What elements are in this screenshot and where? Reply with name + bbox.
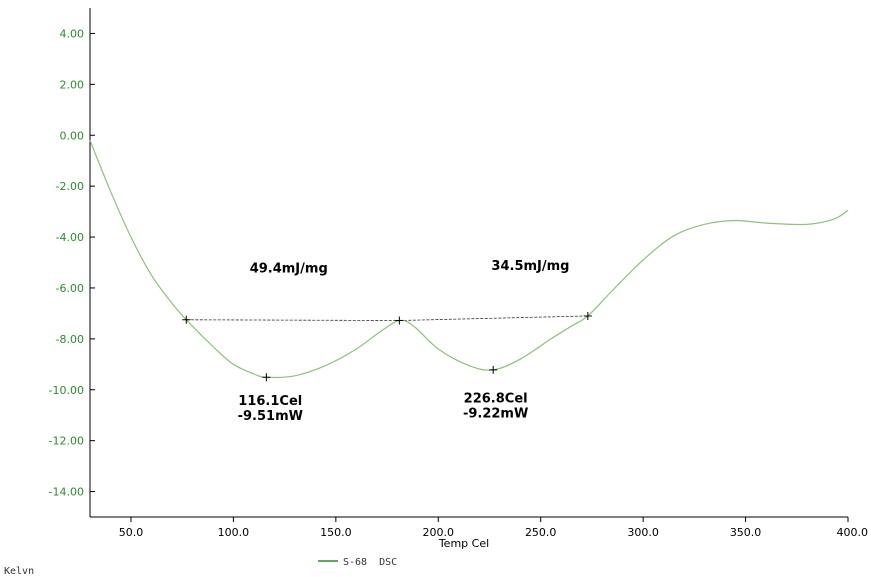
marker-cross [583, 311, 592, 320]
y-tick-label: -4.00 [56, 231, 84, 244]
y-axis-ticks: 4.00 2.00 0.00 -2.00 -4.00 -6.00 -8.00 -10.00 -1… [49, 27, 95, 499]
y-tick-label: 4.00 [60, 27, 85, 40]
marker-cross [182, 315, 191, 324]
x-tick-label: 250.0 [525, 526, 557, 539]
y-tick-label: -6.00 [56, 282, 84, 295]
y-tick-label: -8.00 [56, 333, 84, 346]
peak-markers [182, 311, 592, 382]
x-tick-label: 50.0 [119, 526, 144, 539]
marker-cross [262, 373, 271, 382]
axes [89, 8, 848, 518]
annotation-line: 226.8Cel [464, 391, 528, 406]
dsc-curve [89, 140, 849, 379]
marker-cross [489, 365, 498, 374]
x-tick-label: 100.0 [218, 526, 250, 539]
y-tick-label: 2.00 [60, 78, 85, 91]
annotation-text: 49.4mJ/mg [250, 262, 328, 277]
x-tick-label: 350.0 [730, 526, 762, 539]
annotation-line: 34.5mJ/mg [491, 259, 569, 274]
baselines [186, 315, 588, 321]
dsc-curve-group [89, 140, 849, 379]
annotation-line: -9.51mW [238, 409, 303, 424]
y-tick-label: 0.00 [60, 129, 85, 142]
annotation-text: 226.8Cel -9.22mW [463, 391, 528, 421]
x-tick-label: 300.0 [627, 526, 659, 539]
y-tick-label: -10.00 [49, 384, 84, 397]
y-tick-label: -12.00 [49, 435, 84, 448]
x-tick-label: 400.0 [837, 526, 869, 539]
x-tick-label: 200.0 [423, 526, 455, 539]
x-axis-label: Temp Cel [438, 537, 489, 550]
legend-label: S-68 DSC [343, 557, 397, 568]
x-tick-label: 150.0 [320, 526, 352, 539]
integration-baseline [186, 319, 400, 321]
annotation-line: 49.4mJ/mg [250, 262, 328, 277]
annotation-line: -9.22mW [463, 406, 528, 421]
annotation-line: 116.1Cel [238, 394, 302, 409]
integration-baseline [399, 315, 588, 321]
x-axis-ticks: 50.0 100.0 150.0 200.0 250.0 300.0 350.0 400.0 [119, 517, 868, 539]
annotation-text: 116.1Cel -9.51mW [238, 394, 303, 424]
legend: S-68 DSC [318, 557, 397, 568]
annotations: 49.4mJ/mg 34.5mJ/mg 116.1Cel -9.51mW 226.8Ce… [238, 259, 570, 424]
y-tick-label: -2.00 [56, 180, 84, 193]
units-label: Kelvn [4, 566, 34, 577]
annotation-text: 34.5mJ/mg [491, 259, 569, 274]
y-tick-label: -14.00 [49, 486, 84, 499]
marker-cross [395, 316, 404, 325]
